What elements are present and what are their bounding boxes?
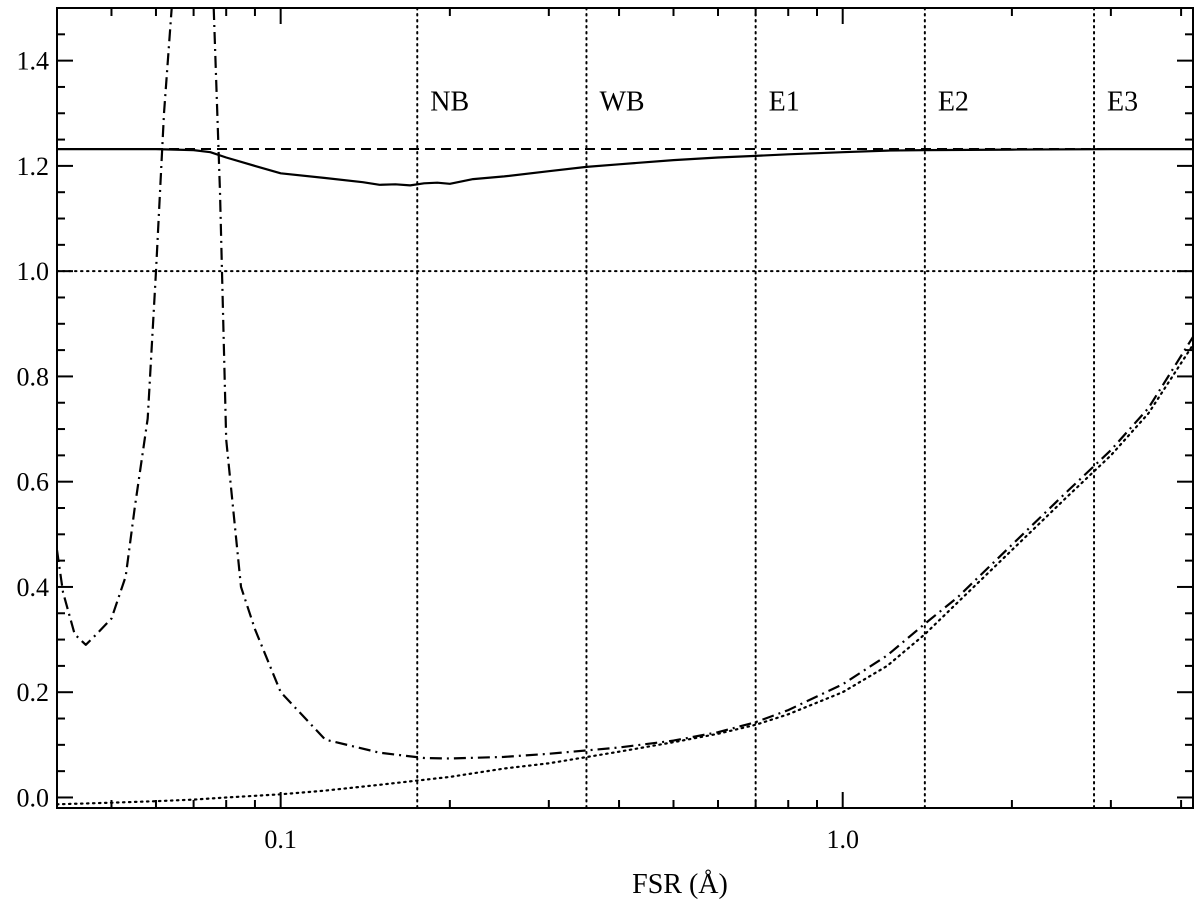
marker-label-nb: NB [430, 87, 469, 118]
marker-label-e3: E3 [1107, 87, 1138, 118]
y-tick-label: 1.4 [17, 47, 50, 76]
x-tick-label: 1.0 [826, 825, 859, 854]
series-line-1-solid [57, 148, 1193, 187]
series-line-3-dash-dot [212, 8, 1193, 760]
axes-layer [56, 7, 1194, 809]
marker-label-e1: E1 [769, 87, 800, 118]
y-tick-label: 0.2 [17, 678, 50, 707]
text-layer: NB WB E1 E2 E3 0.0 0.2 0.4 0.6 0.8 1.0 1.2 1.4 0.1 1.0… [17, 47, 1139, 900]
y-tick-label: 0.8 [17, 362, 50, 391]
y-tick-label: 0.4 [17, 573, 50, 602]
series-line-4-dotted [57, 343, 1193, 806]
plot-frame [56, 7, 1194, 809]
marker-label-e2: E2 [938, 87, 969, 118]
series-layer [57, 8, 1193, 806]
reference-lines-layer [57, 8, 1193, 808]
y-tick-label: 0.0 [17, 783, 50, 812]
y-tick-label: 0.6 [17, 468, 50, 497]
y-tick-label: 1.0 [17, 257, 50, 286]
series-line-2-dash-dot [57, 8, 173, 646]
y-tick-label: 1.2 [17, 152, 50, 181]
marker-label-wb: WB [599, 87, 644, 118]
x-tick-label: 0.1 [264, 825, 297, 854]
x-axis-title: FSR (Å) [632, 869, 728, 900]
